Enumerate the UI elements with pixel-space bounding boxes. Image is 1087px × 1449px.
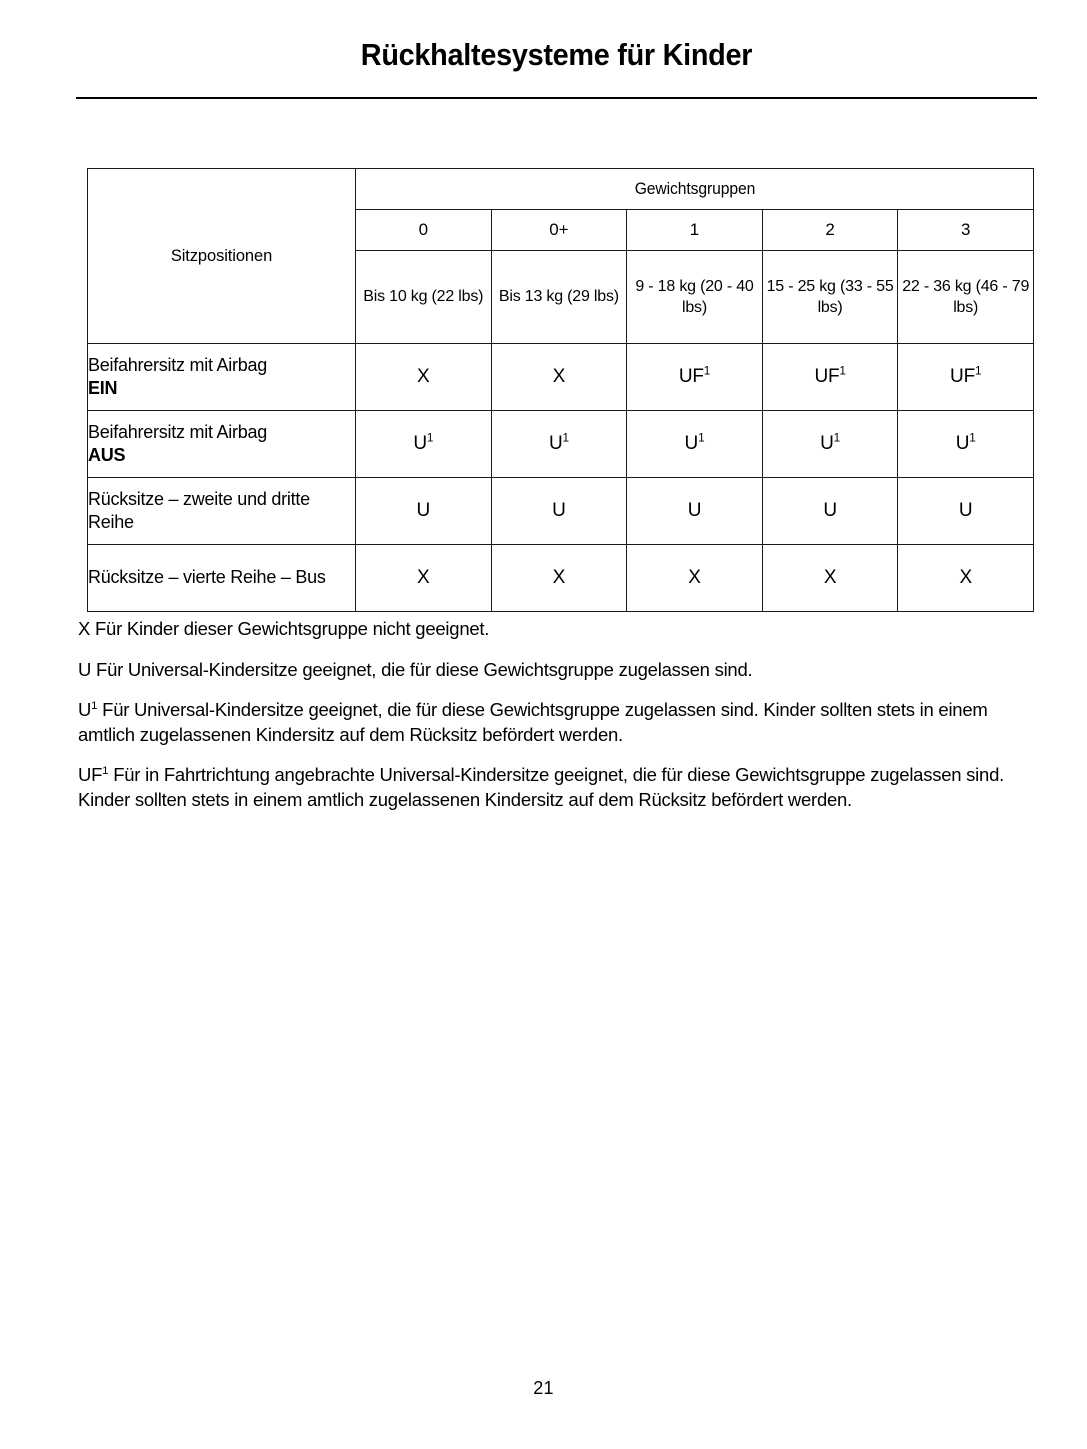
cell-r3-c4: X	[897, 544, 1034, 612]
cell-r2-c1: U	[490, 477, 628, 545]
footnote-text: Für Universal-Kindersitze geeignet, die …	[78, 699, 988, 745]
header-group-2: 2	[761, 209, 899, 251]
table-header-row-weight-ranges: Bis 10 kg (22 lbs) Bis 13 kg (29 lbs) 9 …	[88, 250, 1034, 344]
footnote-marker: 1	[102, 765, 109, 778]
header-weight-range-0: Bis 10 kg (22 lbs)	[355, 250, 492, 344]
cell-r3-c3: X	[761, 544, 899, 612]
cell-r1-c0: U1	[355, 410, 492, 478]
row-label-rear-seats-second-third-row: Rücksitze – zweite und dritte Reihe	[87, 477, 356, 545]
row-label-passenger-airbag-on: Beifahrersitz mit Airbag EIN	[87, 343, 356, 411]
cell-r3-c2: X	[626, 544, 763, 612]
footnote-code: U	[78, 699, 92, 721]
table-row: Beifahrersitz mit Airbag EIN X X UF1 UF1…	[87, 343, 1034, 411]
cell-r1-c3: U1	[761, 410, 899, 478]
footnote-uf1: UF1 Für in Fahrtrichtung angebrachte Uni…	[78, 763, 1035, 812]
header-weight-range-3: 22 - 36 kg (46 - 79 lbs)	[897, 250, 1034, 344]
footnote-text: Für Universal-Kindersitze geeignet, die …	[91, 658, 753, 680]
header-group-3: 3	[897, 209, 1034, 251]
footnote-code: UF	[78, 764, 103, 786]
header-weight-range-1: 9 - 18 kg (20 - 40 lbs)	[626, 250, 763, 344]
table-header-row-group-title: Sitzpositionen Gewichtsgruppen	[87, 168, 1034, 344]
table-row: Rücksitze – vierte Reihe – Bus X X X X X	[87, 544, 1034, 612]
cell-r0-c3: UF1	[761, 343, 899, 411]
cell-r3-c1: X	[490, 544, 628, 612]
footnote-text: Für Kinder dieser Gewichtsgruppe nicht g…	[90, 618, 490, 639]
table-row: Beifahrersitz mit Airbag AUS U1 U1 U1 U1…	[87, 410, 1034, 478]
row-label-emphasis: AUS	[88, 445, 126, 465]
cell-r1-c4: U1	[897, 410, 1034, 478]
row-label-rear-seats-fourth-row-bus: Rücksitze – vierte Reihe – Bus	[87, 544, 356, 612]
row-label-text: Beifahrersitz mit Airbag	[88, 421, 268, 442]
table-head: Sitzpositionen Gewichtsgruppen 0 0+ 1 2 …	[87, 168, 1034, 344]
page-number: 21	[533, 1378, 554, 1398]
footnote-code: X	[78, 618, 91, 639]
page-header: Rückhaltesysteme für Kinder	[76, 37, 1037, 72]
header-group-0: 0	[355, 209, 492, 251]
cell-r2-c0: U	[355, 477, 492, 545]
row-label-text: Beifahrersitz mit Airbag	[88, 354, 268, 375]
footnote-code: U	[78, 658, 92, 680]
page-title: Rückhaltesysteme für Kinder	[360, 37, 753, 72]
footnote-text: Für in Fahrtrichtung angebrachte Univers…	[78, 764, 1005, 810]
child-restraint-table: Sitzpositionen Gewichtsgruppen 0 0+ 1 2 …	[87, 168, 1034, 612]
table-body: Beifahrersitz mit Airbag EIN X X UF1 UF1…	[87, 343, 1034, 612]
footnote-marker: 1	[91, 700, 98, 713]
cell-r0-c4: UF1	[897, 343, 1034, 411]
header-seat-positions: Sitzpositionen	[87, 168, 356, 344]
row-label-text: Rücksitze – vierte Reihe – Bus	[88, 567, 326, 588]
footnote-x: X Für Kinder dieser Gewichtsgruppe nicht…	[78, 617, 1035, 642]
header-weight-range-2: 15 - 25 kg (33 - 55 lbs)	[761, 250, 899, 344]
header-divider	[76, 97, 1037, 99]
table-row: Rücksitze – zweite und dritte Reihe U U …	[87, 477, 1034, 545]
header-group-1: 1	[626, 209, 763, 251]
cell-r2-c3: U	[761, 477, 899, 545]
row-label-emphasis: EIN	[88, 378, 118, 398]
cell-r2-c2: U	[626, 477, 763, 545]
footnote-u1: U1 Für Universal-Kindersitze geeignet, d…	[78, 698, 1035, 747]
cell-r0-c0: X	[355, 343, 492, 411]
cell-r0-c2: UF1	[626, 343, 763, 411]
cell-r0-c1: X	[490, 343, 628, 411]
row-label-passenger-airbag-off: Beifahrersitz mit Airbag AUS	[87, 410, 356, 478]
header-group-0plus: 0+	[490, 209, 628, 251]
footnote-u: U Für Universal-Kindersitze geeignet, di…	[78, 658, 1035, 683]
cell-r2-c4: U	[897, 477, 1034, 545]
header-weight-groups: Gewichtsgruppen	[371, 168, 1018, 210]
cell-r3-c0: X	[355, 544, 492, 612]
row-label-text: Rücksitze – zweite und dritte Reihe	[88, 488, 310, 532]
header-weight-range-0plus: Bis 13 kg (29 lbs)	[490, 250, 628, 344]
cell-r1-c2: U1	[626, 410, 763, 478]
cell-r1-c1: U1	[490, 410, 628, 478]
footnote-list: X Für Kinder dieser Gewichtsgruppe nicht…	[78, 617, 1035, 813]
table-header-row-group-numbers: 0 0+ 1 2 3	[88, 209, 1034, 251]
